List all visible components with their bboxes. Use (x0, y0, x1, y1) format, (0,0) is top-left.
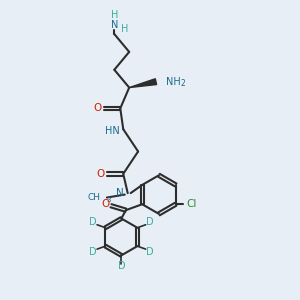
Text: H: H (121, 24, 128, 34)
Text: D: D (89, 247, 97, 256)
Text: D: D (146, 247, 154, 256)
Text: CH: CH (88, 193, 101, 202)
Text: O: O (101, 199, 110, 208)
Text: O: O (97, 169, 105, 179)
Text: D: D (89, 218, 97, 227)
Text: HN: HN (105, 126, 119, 136)
Text: O: O (94, 103, 102, 113)
Polygon shape (129, 79, 157, 88)
Text: 2: 2 (180, 79, 185, 88)
Text: N: N (116, 188, 123, 198)
Text: H: H (111, 10, 118, 20)
Text: Cl: Cl (186, 199, 197, 209)
Text: D: D (146, 218, 154, 227)
Text: D: D (118, 261, 125, 271)
Text: 3: 3 (106, 197, 111, 203)
Text: NH: NH (166, 76, 181, 87)
Text: N: N (111, 20, 118, 30)
